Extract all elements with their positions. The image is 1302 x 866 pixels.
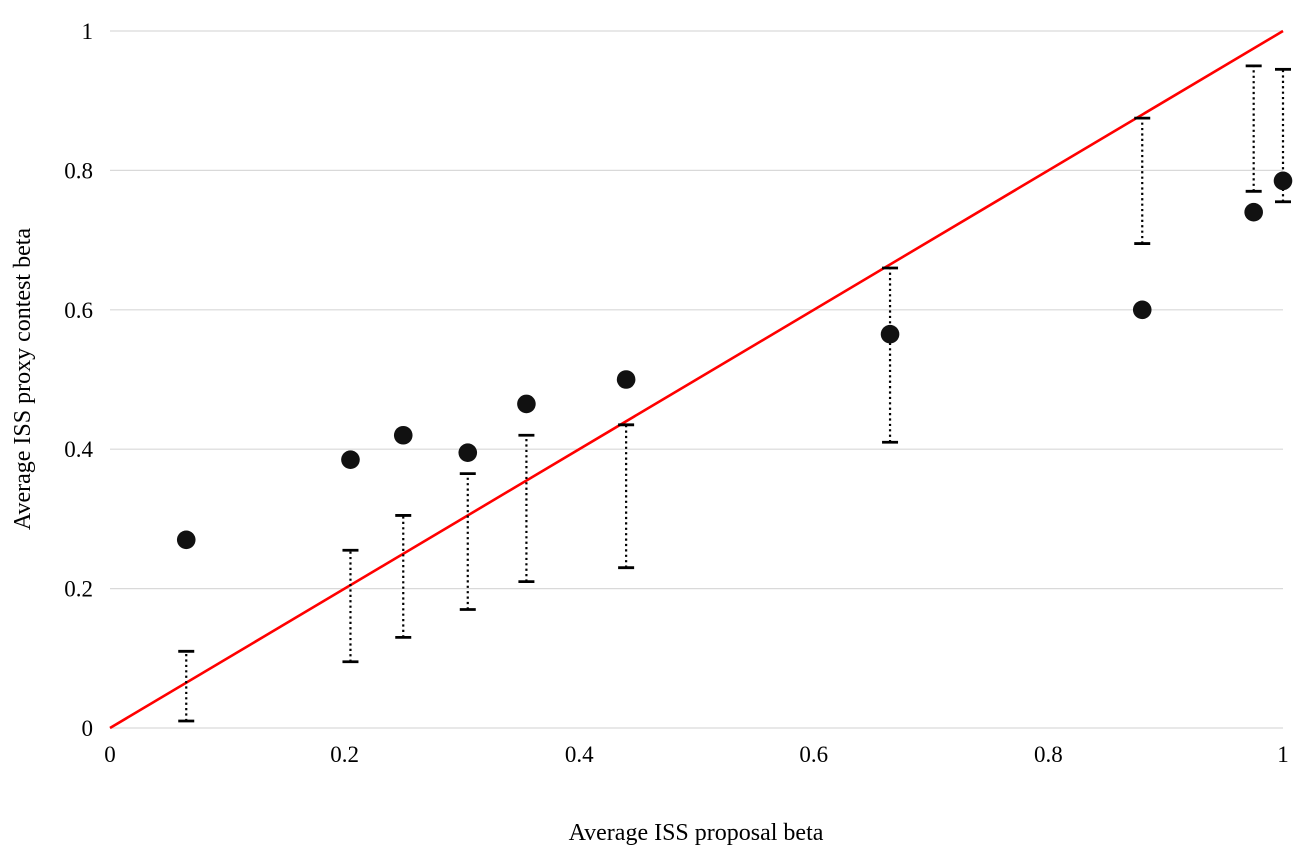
y-axis-title: Average ISS proxy contest beta xyxy=(10,228,36,530)
y-tick-label: 0.6 xyxy=(64,298,93,323)
data-point xyxy=(393,425,413,445)
x-tick-label: 0.6 xyxy=(799,742,828,767)
data-point xyxy=(1273,171,1293,191)
data-point xyxy=(1244,202,1263,222)
data-point xyxy=(1132,300,1152,320)
y-tick-label: 0.4 xyxy=(64,437,93,462)
identity-line xyxy=(109,29,1284,730)
data-point xyxy=(458,443,478,462)
y-tick-label: 0 xyxy=(82,716,94,741)
data-point xyxy=(176,530,196,550)
data-point xyxy=(880,324,900,344)
x-axis-title: Average ISS proposal beta xyxy=(569,820,824,846)
x-tick-label: 0.8 xyxy=(1034,742,1063,767)
data-point xyxy=(616,370,636,389)
gridline-layer xyxy=(110,30,1283,729)
y-tick-label: 0.8 xyxy=(64,158,93,183)
x-tick-label: 0.2 xyxy=(330,742,359,767)
data-point xyxy=(341,450,360,469)
y-tick-label: 0.2 xyxy=(64,577,93,602)
series-layer xyxy=(109,29,1293,730)
data-point xyxy=(517,394,536,414)
y-tick-label: 1 xyxy=(82,19,94,44)
tick-label-layer: 0 0.2 0.4 0.6 0.8 1 0 0.2 0.4 0.6 0.8 1 xyxy=(64,19,1289,767)
x-tick-label: 0.4 xyxy=(565,742,594,767)
x-tick-label: 0 xyxy=(104,742,116,767)
x-tick-label: 1 xyxy=(1277,742,1289,767)
